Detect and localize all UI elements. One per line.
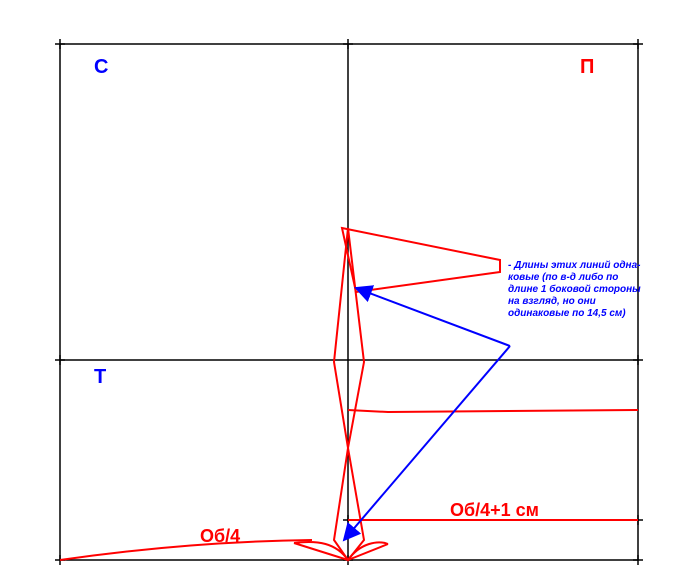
label-T: Т — [94, 366, 106, 389]
note-line-2: длине 1 боковой стороны — [508, 284, 641, 295]
note-line-3: на взгляд, но они — [508, 296, 596, 307]
label-P: П — [580, 56, 594, 79]
label-C: С — [94, 56, 108, 79]
label-Ob4p1: Об/4+1 см — [450, 500, 539, 521]
note-line-0: - Длины этих линий одна- — [508, 260, 640, 271]
note-line-4: одинаковые по 14,5 см) — [508, 308, 626, 319]
note-line-1: ковые (по в-д либо по — [508, 272, 618, 283]
label-Ob4: Об/4 — [200, 526, 240, 547]
